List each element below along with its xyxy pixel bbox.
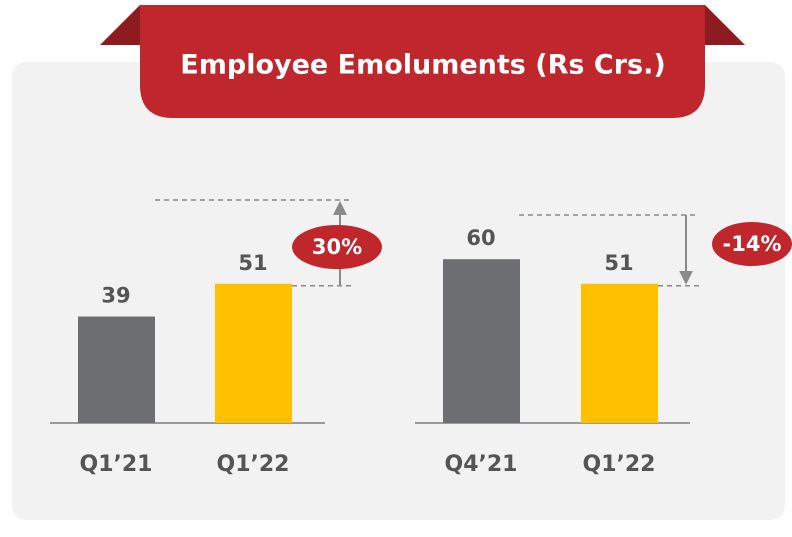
change-label: 30% [312,235,362,259]
change-badge [712,222,792,266]
bar [581,283,658,423]
banner-wing [100,5,140,45]
bar [215,283,292,423]
change-badge [292,225,382,269]
category-label: Q1’21 [80,452,153,477]
banner-wing [705,5,745,45]
change-label: -14% [723,232,782,256]
category-label: Q1’22 [583,452,656,477]
value-label: 51 [238,251,267,275]
category-label: Q4’21 [445,452,518,477]
title: Employee Emoluments (Rs Crs.) [180,50,665,81]
value-label: 39 [101,284,130,308]
bar [443,259,520,423]
banner [140,5,705,118]
bar [78,316,155,423]
value-label: 60 [466,226,495,250]
category-label: Q1’22 [217,452,290,477]
value-label: 51 [604,251,633,275]
